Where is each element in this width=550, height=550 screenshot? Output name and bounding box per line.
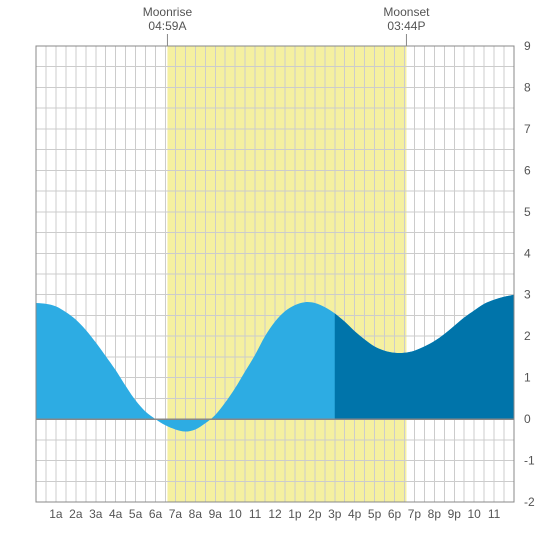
annotations: Moonrise04:59A Moonset03:44P [143, 5, 430, 46]
moonset-value: 03:44P [387, 19, 425, 33]
x-tick-label: 3a [89, 507, 103, 521]
y-tick-label: 8 [524, 80, 531, 94]
y-tick-label: 9 [524, 39, 531, 53]
x-tick-label: 1p [288, 507, 302, 521]
x-tick-label: 8p [428, 507, 442, 521]
x-tick-label: 6p [388, 507, 402, 521]
y-tick-label: 5 [524, 205, 531, 219]
y-tick-label: 1 [524, 371, 531, 385]
y-tick-labels: -2 -1 0 1 2 3 4 5 6 7 8 9 [524, 39, 535, 509]
x-tick-label: 3p [328, 507, 342, 521]
x-tick-label: 9a [209, 507, 223, 521]
y-tick-label: 4 [524, 246, 531, 260]
moonrise-value: 04:59A [148, 19, 186, 33]
y-tick-label: -1 [524, 454, 535, 468]
x-tick-label: 2a [69, 507, 83, 521]
x-tick-label: 8a [189, 507, 203, 521]
x-tick-label: 7p [408, 507, 422, 521]
y-tick-label: -2 [524, 495, 535, 509]
y-tick-label: 6 [524, 163, 531, 177]
grid [36, 46, 514, 502]
x-tick-label: 11 [488, 507, 501, 521]
y-tick-label: 7 [524, 122, 531, 136]
y-tick-label: 3 [524, 288, 531, 302]
x-tick-label: 10 [228, 507, 242, 521]
tide-chart: 1a2a3a4a5a6a7a8a9a1011121p2p3p4p5p6p7p8p… [0, 0, 550, 550]
moonset-title: Moonset [383, 5, 430, 19]
x-tick-label: 10 [467, 507, 481, 521]
x-tick-label: 4a [109, 507, 123, 521]
x-tick-label: 1a [49, 507, 63, 521]
x-tick-label: 6a [149, 507, 163, 521]
y-tick-label: 0 [524, 412, 531, 426]
x-tick-label: 4p [348, 507, 362, 521]
x-tick-label: 9p [448, 507, 462, 521]
x-tick-label: 12 [268, 507, 282, 521]
y-tick-label: 2 [524, 329, 531, 343]
x-tick-label: 5p [368, 507, 382, 521]
x-tick-label: 5a [129, 507, 143, 521]
x-tick-labels: 1a 2a 3a 4a 5a 6a 7a 8a 9a 10 11 12 1p 2p 3p 4p 5p 6p 7p 8p… [49, 507, 500, 521]
x-tick-label: 7a [169, 507, 183, 521]
x-tick-label: 11 [249, 507, 262, 521]
x-tick-label: 2p [308, 507, 322, 521]
moonrise-title: Moonrise [143, 5, 193, 19]
